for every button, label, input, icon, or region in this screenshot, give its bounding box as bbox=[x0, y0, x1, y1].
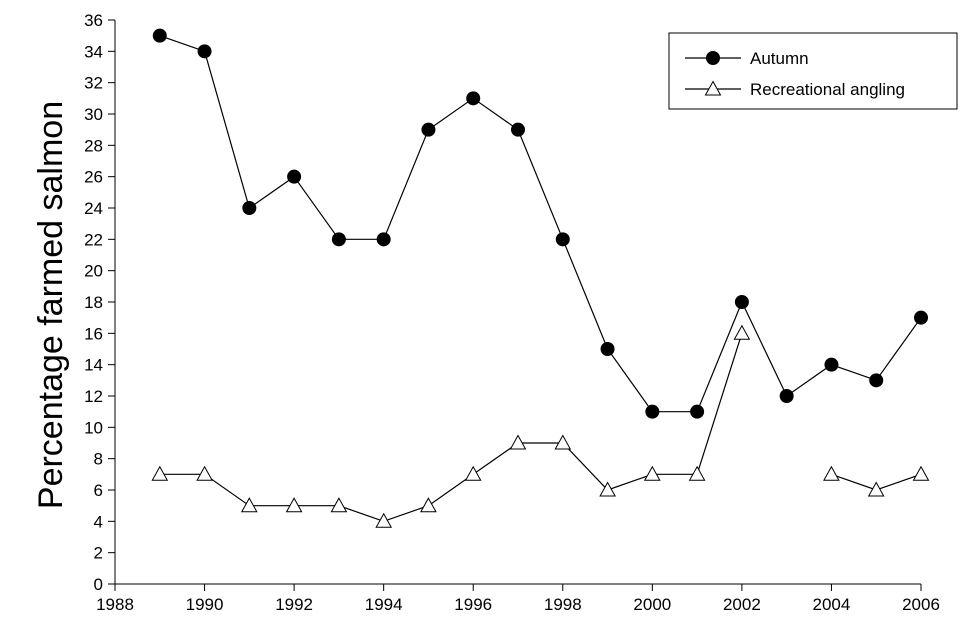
y-tick-label: 12 bbox=[84, 387, 103, 406]
data-point-recreational-angling bbox=[240, 497, 258, 513]
y-tick-label: 30 bbox=[84, 105, 103, 124]
x-tick-label: 2006 bbox=[902, 595, 940, 614]
x-tick-label: 1994 bbox=[365, 595, 403, 614]
data-point-autumn bbox=[197, 44, 212, 59]
y-tick-label: 8 bbox=[94, 450, 103, 469]
x-tick-label: 1988 bbox=[96, 595, 134, 614]
data-point-recreational-angling bbox=[375, 512, 393, 528]
series-line-autumn bbox=[159, 35, 922, 413]
data-point-autumn bbox=[869, 373, 884, 388]
y-tick-label: 4 bbox=[94, 512, 103, 531]
y-tick-label: 24 bbox=[84, 199, 103, 218]
y-tick-label: 28 bbox=[84, 136, 103, 155]
y-tick-label: 6 bbox=[94, 481, 103, 500]
y-tick-label: 16 bbox=[84, 324, 103, 343]
data-point-autumn bbox=[690, 404, 705, 419]
y-tick-label: 22 bbox=[84, 230, 103, 249]
x-tick-label: 1996 bbox=[454, 595, 492, 614]
data-point-autumn bbox=[152, 28, 167, 43]
x-tick-label: 1990 bbox=[186, 595, 224, 614]
data-point-recreational-angling bbox=[554, 434, 572, 450]
data-point-recreational-angling bbox=[688, 465, 706, 481]
data-point-autumn bbox=[645, 404, 660, 419]
data-point-recreational-angling bbox=[196, 465, 213, 481]
data-point-recreational-angling bbox=[733, 324, 751, 340]
data-point-recreational-angling bbox=[643, 465, 661, 481]
y-tick-label: 2 bbox=[94, 544, 103, 563]
y-tick-label: 14 bbox=[84, 356, 103, 375]
data-point-autumn bbox=[734, 295, 749, 309]
y-tick-label: 32 bbox=[84, 74, 103, 93]
legend-box bbox=[668, 32, 958, 110]
data-point-autumn bbox=[824, 357, 839, 372]
x-tick-label: 2004 bbox=[813, 595, 851, 614]
y-tick-label: 26 bbox=[84, 168, 103, 187]
data-point-autumn bbox=[600, 342, 615, 356]
series-line-recreational-angling bbox=[159, 333, 743, 522]
legend-marker-recreational-angling bbox=[704, 80, 722, 96]
data-point-recreational-angling bbox=[912, 465, 930, 481]
x-tick-label: 2002 bbox=[723, 595, 761, 614]
data-point-recreational-angling bbox=[420, 497, 437, 513]
data-point-autumn bbox=[287, 169, 302, 184]
legend: Autumn Recreational angling bbox=[668, 32, 958, 110]
data-point-recreational-angling bbox=[823, 465, 840, 481]
data-point-recreational-angling bbox=[151, 465, 169, 481]
data-point-autumn bbox=[376, 232, 391, 247]
y-tick-label: 20 bbox=[84, 262, 103, 281]
data-point-autumn bbox=[555, 232, 570, 247]
legend-label-recreational-angling: Recreational angling bbox=[750, 80, 905, 99]
data-point-recreational-angling bbox=[330, 497, 348, 513]
y-tick-label: 34 bbox=[84, 42, 103, 61]
data-point-recreational-angling bbox=[599, 481, 616, 497]
y-tick-label: 10 bbox=[84, 418, 103, 437]
x-tick-label: 2000 bbox=[633, 595, 671, 614]
data-point-autumn bbox=[466, 91, 481, 106]
data-point-recreational-angling bbox=[464, 465, 482, 481]
data-point-autumn bbox=[511, 122, 525, 137]
data-point-recreational-angling bbox=[867, 481, 885, 497]
data-point-autumn bbox=[331, 232, 346, 247]
x-tick-label: 1998 bbox=[544, 595, 582, 614]
y-tick-label: 0 bbox=[94, 575, 103, 594]
legend-marker-autumn bbox=[706, 51, 720, 65]
y-axis-label: Percentage farmed salmon bbox=[32, 101, 70, 509]
y-tick-label: 18 bbox=[84, 293, 103, 312]
x-tick-label: 1992 bbox=[275, 595, 313, 614]
data-point-autumn bbox=[914, 310, 928, 325]
data-point-autumn bbox=[779, 389, 794, 403]
data-point-recreational-angling bbox=[285, 497, 303, 513]
series-autumn bbox=[152, 28, 928, 419]
series-layer bbox=[151, 28, 930, 528]
legend-label-autumn: Autumn bbox=[750, 49, 809, 68]
data-point-autumn bbox=[242, 201, 257, 215]
series-recreational-angling bbox=[151, 324, 930, 528]
data-point-autumn bbox=[421, 122, 436, 137]
data-point-recreational-angling bbox=[509, 434, 527, 450]
y-tick-label: 36 bbox=[84, 11, 103, 30]
